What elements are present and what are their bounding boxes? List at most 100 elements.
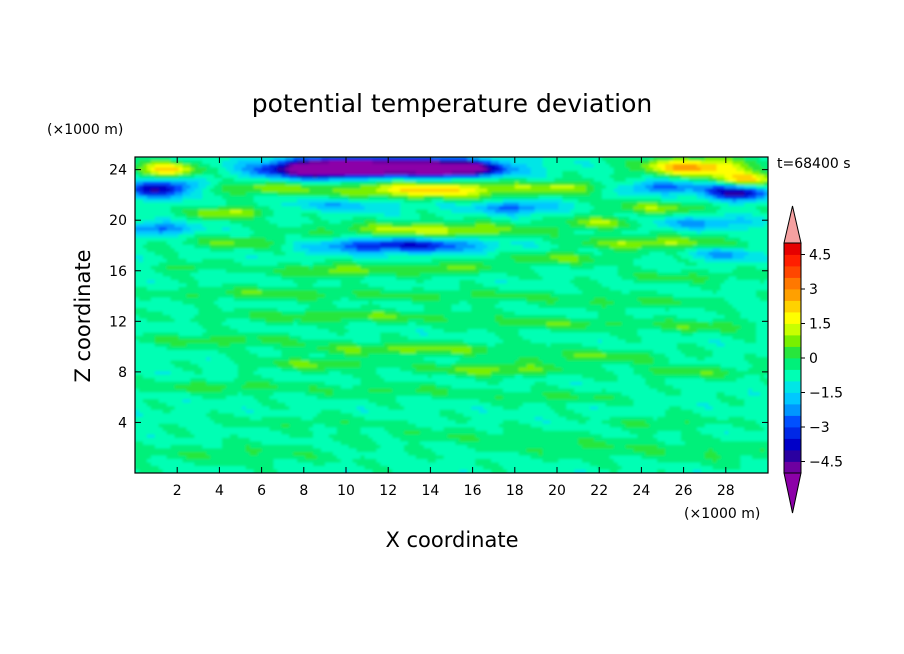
contour-cell [277, 171, 282, 176]
contour-cell [210, 251, 215, 256]
contour-cell [756, 262, 761, 267]
contour-cell [396, 251, 401, 256]
contour-cell [186, 209, 191, 214]
contour-cell [396, 223, 401, 228]
contour-cell [427, 171, 433, 176]
contour-cell [443, 255, 449, 260]
contour-cell [194, 167, 199, 172]
contour-cell [487, 230, 492, 235]
contour-cell [597, 220, 603, 225]
contour-cell [297, 223, 302, 228]
contour-cell [451, 181, 457, 186]
contour-cell [411, 160, 417, 165]
contour-cell [641, 202, 646, 207]
contour-cell [732, 227, 737, 232]
contour-cell [510, 192, 516, 197]
contour-cell [673, 206, 678, 211]
contour-cell [233, 227, 239, 232]
contour-cell [328, 185, 334, 190]
contour-cell [566, 244, 571, 249]
contour-cell [380, 181, 385, 186]
contour-cell [728, 241, 733, 246]
contour-cell [479, 181, 484, 186]
plot-area [135, 157, 768, 473]
contour-cell [760, 258, 765, 263]
contour-cell [570, 234, 575, 239]
contour-cell [142, 199, 148, 204]
contour-cell [407, 248, 413, 253]
contour-cell [700, 167, 706, 172]
contour-cell [356, 262, 362, 267]
contour-cell [704, 216, 710, 221]
contour-cell [396, 258, 401, 263]
contour-cell [190, 258, 195, 263]
contour-cell [174, 258, 180, 263]
contour-cell [487, 244, 492, 249]
contour-cell [475, 199, 480, 204]
contour-cell [574, 244, 579, 249]
contour-cell [487, 248, 492, 253]
contour-cell [142, 230, 148, 235]
contour-cell [744, 216, 749, 221]
contour-cell [273, 209, 279, 214]
contour-cell [380, 241, 385, 246]
contour-cell [194, 248, 199, 253]
contour-cell [605, 171, 611, 176]
contour-cell [352, 188, 358, 193]
contour-cell [313, 237, 318, 242]
contour-cell [392, 192, 397, 197]
contour-cell [708, 227, 714, 232]
contour-cell [586, 199, 591, 204]
contour-cell [170, 265, 176, 270]
contour-cell [665, 237, 670, 242]
contour-cell [340, 167, 346, 172]
contour-cell [633, 192, 639, 197]
contour-cell [222, 164, 227, 169]
contour-cell [752, 220, 757, 225]
contour-cell [210, 230, 215, 235]
contour-cell [700, 237, 706, 242]
contour-cell [269, 258, 275, 263]
contour-cell [233, 258, 239, 263]
contour-cell [688, 237, 694, 242]
contour-cell [360, 251, 366, 256]
contour-cell [400, 195, 405, 200]
contour-cell [158, 174, 164, 179]
contour-cell [435, 237, 441, 242]
contour-cell [605, 237, 611, 242]
contour-cell [218, 244, 223, 249]
contour-cell [241, 227, 247, 232]
contour-cell [716, 188, 722, 193]
contour-cell [613, 258, 619, 263]
contour-cell [194, 262, 199, 267]
contour-cell [297, 209, 302, 214]
contour-cell [439, 164, 445, 169]
contour-cell [740, 202, 745, 207]
contour-cell [186, 262, 191, 267]
contour-cell [657, 248, 662, 253]
contour-cell [261, 171, 267, 176]
contour-cell [696, 160, 702, 165]
contour-cell [613, 244, 619, 249]
contour-cell [257, 157, 263, 162]
contour-cell [582, 234, 587, 239]
contour-cell [194, 227, 199, 232]
contour-cell [154, 262, 160, 267]
contour-cell [214, 185, 219, 190]
contour-cell [736, 206, 741, 211]
contour-cell [174, 265, 180, 270]
contour-cell [162, 181, 168, 186]
contour-cell [483, 181, 488, 186]
contour-cell [368, 262, 373, 267]
contour-cell [574, 213, 579, 218]
contour-cell [273, 171, 279, 176]
contour-cell [736, 160, 741, 165]
contour-cell [673, 178, 678, 183]
contour-cell [352, 248, 358, 253]
contour-cell [289, 157, 294, 162]
contour-cell [388, 157, 393, 162]
contour-cell [392, 251, 397, 256]
contour-cell [407, 192, 413, 197]
contour-cell [206, 209, 211, 214]
contour-cell [324, 206, 330, 211]
